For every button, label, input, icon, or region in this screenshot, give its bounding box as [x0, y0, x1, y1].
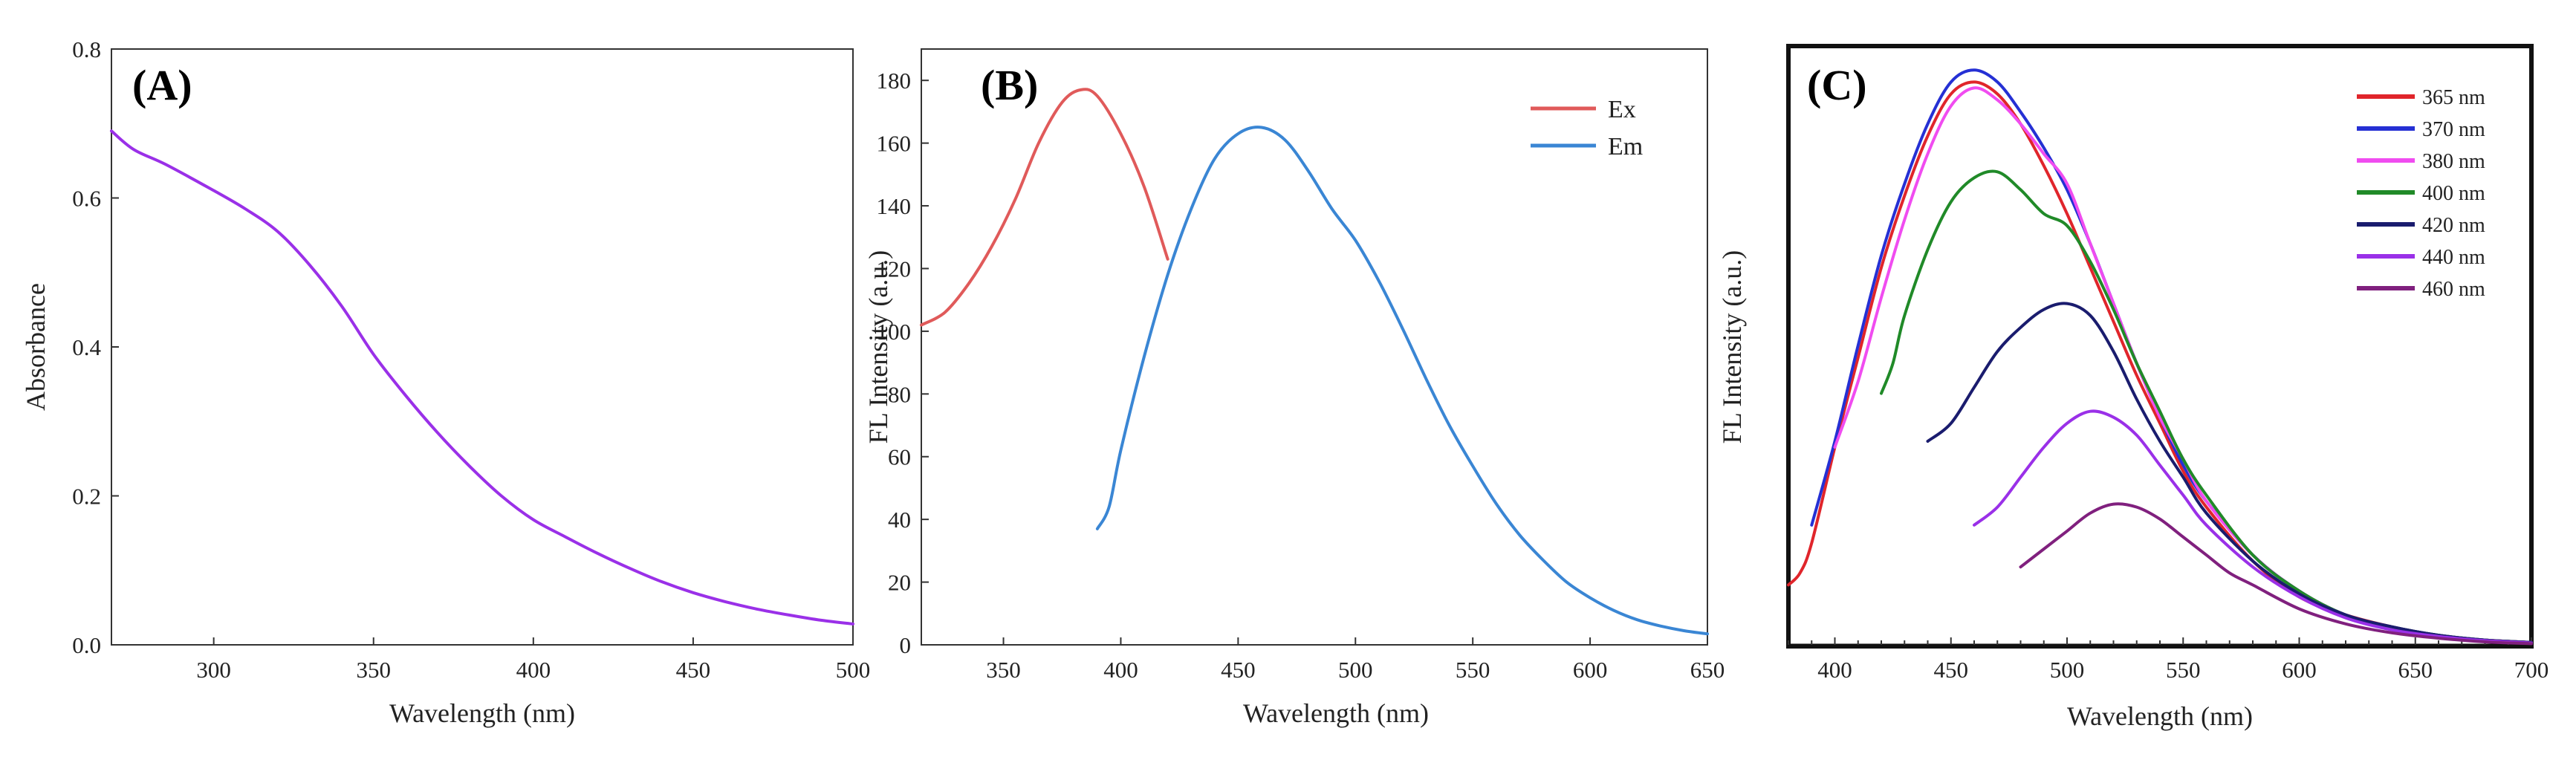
panel-a-absorbance-chart: 300 350 400 450 500 0.0 0.2 0.4 0.6 0.8 (A) Wavel… [21, 36, 870, 728]
panel-c-legend: 365 nm 370 nm 380 nm 400 nm 420 nm 440 nm 460 … [2357, 86, 2485, 301]
panel-c-series-line-365-nm [1787, 80, 2533, 644]
panel-b-ticks: 350 400 450 500 550 600 650 0 20 40 60 80 100 120 140 1… [877, 68, 1725, 683]
panel-b-x-tick-label: 500 [1338, 657, 1373, 683]
legend-label-460-nm: 460 nm [2422, 278, 2485, 301]
panel-a-x-tick-label: 400 [516, 657, 551, 683]
panel-b-x-tick-label: 450 [1221, 657, 1256, 683]
panel-c-x-tick-label: 700 [2514, 657, 2549, 683]
panel-c-x-tick-label: 400 [1817, 657, 1852, 683]
panel-b-series-line-em [1095, 126, 1709, 636]
panel-c-series [1787, 68, 2533, 646]
panel-a-y-tick-label: 0.0 [72, 632, 101, 658]
panel-b-y-tick-label: 180 [877, 68, 912, 94]
panel-a-y-axis-label: Absorbance [21, 283, 51, 411]
panel-a-y-tick-label: 0.8 [72, 36, 101, 62]
panel-b-y-tick-label: 60 [888, 444, 911, 470]
panel-b-x-tick-label: 650 [1690, 657, 1725, 683]
panel-b-y-tick-label: 40 [888, 507, 911, 533]
panel-a-x-tick-label: 450 [676, 657, 711, 683]
legend-label-420-nm: 420 nm [2422, 214, 2485, 237]
legend-label-ex: Ex [1608, 96, 1636, 123]
panel-b-y-axis-label: FL Intensity (a.u.) [863, 250, 893, 444]
panel-b-y-tick-label: 80 [888, 381, 911, 407]
panel-a-x-axis-label: Wavelength (nm) [389, 698, 575, 728]
panel-c-outer-border [1786, 44, 2534, 649]
panel-a-y-tick-label: 0.6 [72, 186, 101, 212]
legend-label-400-nm: 400 nm [2422, 182, 2485, 205]
panel-b-series-line-ex [920, 88, 1169, 327]
panel-c-ticks: 400 450 500 550 600 650 700 [1788, 637, 2549, 683]
panel-a-ticks: 300 350 400 450 500 0.0 0.2 0.4 0.6 0.8 [72, 36, 870, 683]
legend-label-370-nm: 370 nm [2422, 118, 2485, 141]
panel-a-x-tick-label: 350 [356, 657, 391, 683]
legend-label-365-nm: 365 nm [2422, 86, 2485, 109]
panel-a-series-line-absorbance [110, 129, 854, 626]
panel-c-y-axis-label: FL Intensity (a.u.) [1717, 250, 1747, 444]
panel-a-plot-frame [111, 48, 854, 646]
panel-b-legend: Ex Em [1531, 96, 1643, 160]
panel-b-y-tick-label: 140 [877, 193, 912, 219]
panel-c-x-tick-label: 500 [2050, 657, 2085, 683]
panel-a-x-tick-label: 500 [836, 657, 871, 683]
panel-a-y-tick-label: 0.2 [72, 484, 101, 510]
panel-c-x-axis-label: Wavelength (nm) [2067, 701, 2253, 731]
panel-b-x-tick-label: 350 [986, 657, 1021, 683]
panel-b-y-tick-label: 120 [877, 256, 912, 282]
panel-c-x-tick-label: 650 [2398, 657, 2433, 683]
panel-c-x-tick-label: 600 [2282, 657, 2317, 683]
panel-b-x-tick-label: 400 [1103, 657, 1138, 683]
panel-c-fluorescence-excitation-series-chart: 400 450 500 550 600 650 700 (C) Wavelength (nm… [1717, 44, 2549, 731]
panel-b-x-tick-label: 600 [1573, 657, 1608, 683]
panel-a-label: (A) [132, 61, 192, 109]
legend-label-380-nm: 380 nm [2422, 150, 2485, 173]
panel-b-plot-frame [921, 48, 1708, 646]
panel-c-series-line-460-nm [2019, 502, 2533, 646]
panel-c-series-line-440-nm [1973, 409, 2533, 645]
panel-c-series-line-420-nm [1926, 302, 2533, 644]
panel-c-x-tick-label: 450 [1934, 657, 1969, 683]
panel-b-y-tick-label: 100 [877, 319, 912, 345]
panel-b-y-tick-label: 0 [900, 632, 912, 658]
legend-label-em: Em [1608, 133, 1643, 160]
legend-label-440-nm: 440 nm [2422, 246, 2485, 269]
panel-b-x-tick-label: 550 [1456, 657, 1490, 683]
panel-a-x-tick-label: 300 [196, 657, 231, 683]
panel-c-label: (C) [1807, 61, 1867, 109]
panel-c-x-tick-label: 550 [2166, 657, 2201, 683]
panel-a-series [110, 129, 854, 626]
panel-b-label: (B) [981, 61, 1038, 109]
panel-b-fluorescence-chart: 350 400 450 500 550 600 650 0 20 40 60 80 100 120 140 1… [863, 48, 1725, 728]
panel-b-y-tick-label: 160 [877, 131, 912, 157]
panel-a-y-tick-label: 0.4 [72, 334, 101, 360]
panel-b-x-axis-label: Wavelength (nm) [1243, 698, 1429, 728]
panel-c-series-line-400-nm [1880, 169, 2533, 644]
panel-b-series [920, 88, 1709, 636]
panel-b-y-tick-label: 20 [888, 570, 911, 596]
